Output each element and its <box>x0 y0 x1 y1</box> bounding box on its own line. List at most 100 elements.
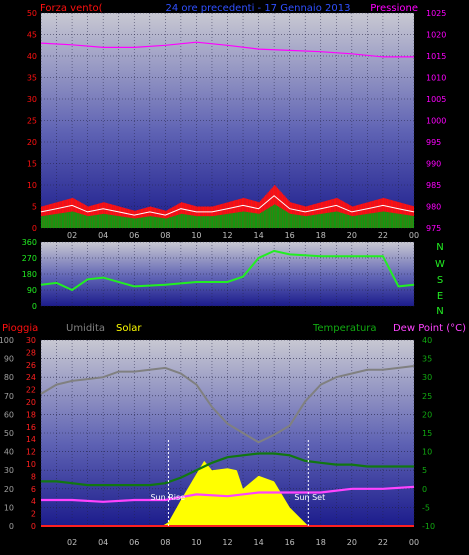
wind-avg-bar <box>86 215 88 228</box>
wind-avg-bar <box>117 215 119 228</box>
wind-avg-bar <box>221 214 223 228</box>
wind-avg-bar <box>92 215 95 228</box>
wind-avg-bar <box>161 217 163 228</box>
y-left-tick-label: 20 <box>27 138 37 147</box>
wind-avg-bar <box>297 214 299 228</box>
wind-avg-bar <box>309 215 311 228</box>
wind-avg-bar <box>83 214 86 228</box>
wind-avg-bar <box>208 216 210 228</box>
wind-gust-line <box>40 195 415 216</box>
y-right-tick-label: 995 <box>426 138 441 147</box>
y-left-tick-label: 15 <box>27 160 37 169</box>
wind-avg-bar <box>307 215 310 228</box>
wind-avg-bar <box>243 211 245 228</box>
wind-avg-bar <box>300 215 302 228</box>
y-humidity-tick-label: 90 <box>4 355 14 364</box>
y-right-tick-label: 1025 <box>426 9 446 18</box>
wind-avg-bar <box>312 214 315 228</box>
wind-avg-bar <box>236 212 238 228</box>
wind-avg-bar <box>222 214 224 228</box>
wind-avg-bar <box>63 212 65 228</box>
wind-avg-bar <box>213 215 215 228</box>
y-left-tick-label: 25 <box>27 117 37 126</box>
wind-avg-bar <box>252 212 254 228</box>
x-tick-label: 02 <box>67 231 77 240</box>
wind-avg-bar <box>360 214 363 228</box>
wind-avg-bar <box>154 216 157 228</box>
wind-avg-bar <box>369 213 372 228</box>
wind-avg-bar <box>191 215 193 228</box>
wind-avg-bar <box>46 215 48 228</box>
wind-avg-bar <box>315 214 317 228</box>
wind-avg-bar <box>382 211 385 228</box>
label-humidity: Umidita <box>66 323 105 334</box>
wind-avg-bar <box>156 217 158 228</box>
wind-avg-bar <box>175 215 177 228</box>
y-right-tick-label: 975 <box>426 224 441 233</box>
wind-avg-bar <box>354 215 356 228</box>
wind-avg-bar <box>64 212 66 228</box>
wind-avg-bar <box>72 211 74 228</box>
wind-avg-bar <box>193 215 196 228</box>
wind-avg-bar <box>357 215 359 228</box>
wind-avg-bar <box>87 216 89 228</box>
y-right-tick-label: 985 <box>426 181 441 190</box>
x-tick-label: 14 <box>253 538 263 547</box>
wind-avg-bar <box>380 211 382 228</box>
wind-avg-bar <box>224 214 227 228</box>
wind-avg-bar <box>209 216 211 228</box>
x-tick-label: 04 <box>98 538 108 547</box>
wind-avg-bar <box>78 213 80 228</box>
compass-n-bottom: N <box>436 306 443 317</box>
wind-avg-bar <box>109 214 111 228</box>
x-tick-label: 16 <box>285 231 295 240</box>
wind-avg-bar <box>166 218 168 228</box>
y-temp-tick-label: 15 <box>422 429 432 438</box>
wind-avg-bar <box>48 214 51 228</box>
wind-avg-bar <box>217 215 219 228</box>
wind-avg-bar <box>408 215 411 228</box>
wind-avg-bar <box>116 215 118 228</box>
wind-avg-bar <box>131 218 133 228</box>
wind-avg-bar <box>69 211 71 228</box>
wind-avg-bar <box>345 214 347 228</box>
x-tick-label: 22 <box>378 538 388 547</box>
x-tick-label: 20 <box>347 538 357 547</box>
x-tick-label: 06 <box>129 538 139 547</box>
wind-avg-bar <box>205 216 207 228</box>
wind-avg-bar <box>261 212 263 228</box>
wind-avg-bar <box>195 215 197 228</box>
wind-avg-bar <box>259 213 262 228</box>
wind-avg-bar <box>231 213 233 228</box>
wind-avg-bar <box>149 216 152 228</box>
y-rain-tick-label: 24 <box>26 373 36 382</box>
wind-avg-bar <box>364 214 367 228</box>
wind-avg-bar <box>200 216 202 228</box>
y-rain-tick-label: 30 <box>26 336 36 345</box>
wind-avg-bar <box>120 216 122 228</box>
wind-avg-bar <box>232 213 234 228</box>
wind-avg-bar <box>122 216 124 228</box>
wind-avg-bar <box>344 213 346 228</box>
wind-avg-bar <box>88 215 91 228</box>
x-tick-label: 02 <box>67 538 77 547</box>
wind-avg-bar <box>192 215 194 228</box>
wind-avg-bar <box>407 215 409 228</box>
direction-line <box>40 249 415 292</box>
wind-avg-bar <box>59 213 61 228</box>
wind-avg-bar <box>184 214 187 228</box>
solar-area <box>162 460 309 526</box>
label-rain: Pioggia <box>2 323 38 334</box>
wind-avg-bar <box>406 214 408 228</box>
y-rain-tick-label: 0 <box>31 522 36 531</box>
label-dewpoint: Dew Point (°C) <box>393 323 466 334</box>
label-solar: Solar <box>116 323 142 334</box>
wind-avg-bar <box>167 217 170 228</box>
wind-avg-bar <box>186 214 188 228</box>
y-rain-tick-label: 28 <box>26 348 36 357</box>
wind-avg-bar <box>296 214 298 228</box>
y-left-tick-label: 40 <box>27 52 37 61</box>
wind-avg-bar <box>240 211 242 228</box>
wind-avg-bar <box>366 214 368 228</box>
wind-avg-bar <box>329 212 332 228</box>
